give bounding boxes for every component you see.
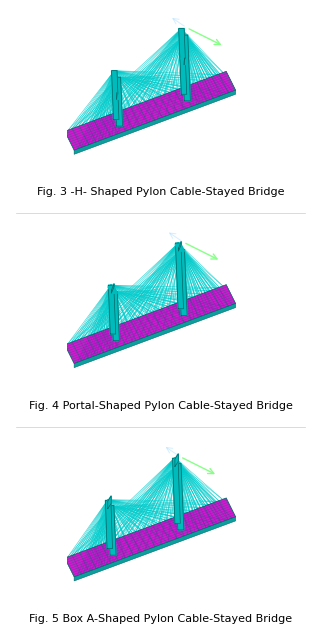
Text: Fig. 4 Portal-Shaped Pylon Cable-Stayed Bridge: Fig. 4 Portal-Shaped Pylon Cable-Stayed … xyxy=(29,401,292,411)
Polygon shape xyxy=(175,244,185,251)
Polygon shape xyxy=(65,285,236,364)
Polygon shape xyxy=(178,241,181,251)
Polygon shape xyxy=(115,77,123,126)
Polygon shape xyxy=(175,463,184,530)
Polygon shape xyxy=(111,284,114,293)
Polygon shape xyxy=(65,498,236,577)
Polygon shape xyxy=(112,70,119,120)
Text: Fig. 5 Box A-Shaped Pylon Cable-Stayed Bridge: Fig. 5 Box A-Shaped Pylon Cable-Stayed B… xyxy=(29,614,292,624)
Polygon shape xyxy=(179,29,187,94)
Polygon shape xyxy=(111,292,119,340)
Polygon shape xyxy=(173,458,180,524)
Polygon shape xyxy=(113,93,120,99)
Polygon shape xyxy=(74,90,236,154)
Polygon shape xyxy=(108,496,111,509)
Polygon shape xyxy=(108,287,117,293)
Polygon shape xyxy=(106,500,112,548)
Polygon shape xyxy=(74,303,236,367)
Polygon shape xyxy=(175,454,178,467)
Polygon shape xyxy=(181,58,188,65)
Polygon shape xyxy=(65,71,236,150)
Text: Fig. 3 -H- Shaped Pylon Cable-Stayed Bridge: Fig. 3 -H- Shaped Pylon Cable-Stayed Bri… xyxy=(37,188,284,197)
Polygon shape xyxy=(74,516,236,581)
Polygon shape xyxy=(176,243,184,308)
Polygon shape xyxy=(182,35,190,101)
Polygon shape xyxy=(108,285,116,334)
Polygon shape xyxy=(108,506,116,555)
Polygon shape xyxy=(178,250,187,316)
